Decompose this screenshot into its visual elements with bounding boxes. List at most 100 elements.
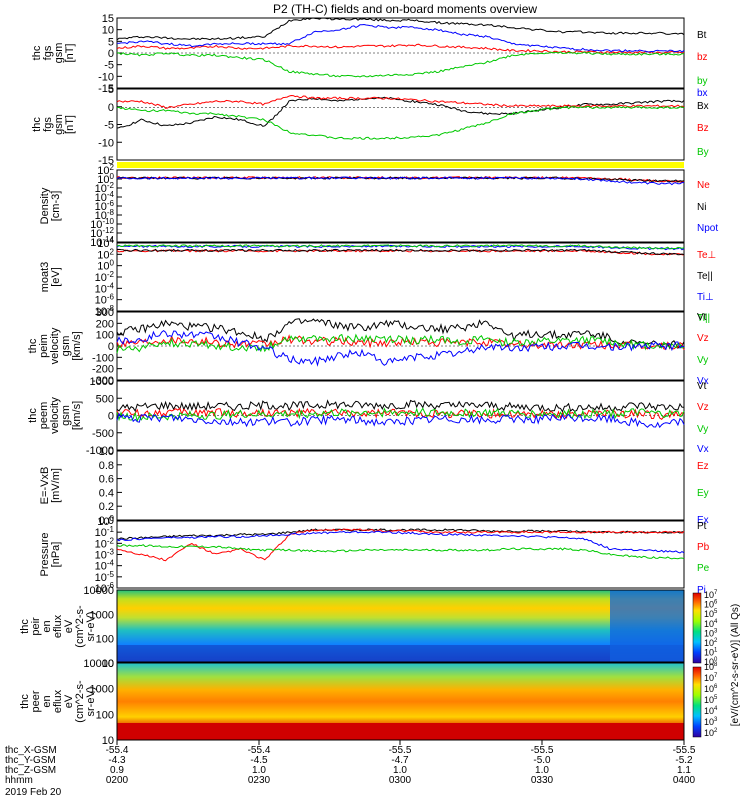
legend-pi: Pi <box>697 585 706 596</box>
x-tick-label: -5.2 <box>675 755 693 766</box>
y-tick-label: -10 <box>98 71 114 83</box>
y-tick-label: 10-4 <box>95 190 115 204</box>
panel-5: thc peim velocity gsm [km/s]3002001000-100-2… <box>27 307 709 387</box>
legend-ey: Ey <box>697 488 709 499</box>
y-axis-label: [km/s] <box>71 331 83 360</box>
legend-vx: Vx <box>697 376 709 387</box>
y-axis-label: gsm <box>60 336 72 357</box>
y-tick-label: 0 <box>108 411 114 423</box>
y-tick-label: 100 <box>96 709 114 721</box>
y-axis-label: thc <box>19 619 31 634</box>
x-row-label: thc_X-GSM <box>5 745 57 756</box>
y-axis-label: gsm <box>53 114 65 135</box>
legend-ni: Ni <box>697 202 706 213</box>
series-line <box>116 248 685 256</box>
series-line <box>116 329 685 367</box>
y-tick-label: 10 <box>102 658 114 670</box>
y-axis-label: Pressure <box>39 532 51 576</box>
series-line <box>116 544 685 560</box>
panel-10: thc peer en eflux eV (cm^2-s-sr-eV) 10000 1000 1… <box>19 658 122 747</box>
y-axis-label: en <box>41 695 53 707</box>
legend-ex: Ex <box>697 515 709 526</box>
y-tick-label: 10-2 <box>95 536 115 550</box>
y-axis-label: fgs <box>42 45 54 60</box>
y-axis-label: thc <box>27 338 39 353</box>
y-axis-label: peim <box>38 334 50 358</box>
legend-pe: Pe <box>697 563 710 574</box>
y-tick-label: -15 <box>98 83 114 95</box>
electron-spectrogram <box>116 662 685 741</box>
panel-8: Pressure [nPa] 10010-110-210-310-410-510-6… <box>39 514 710 596</box>
y-axis-label: [nT] <box>64 44 76 63</box>
colorbar-tick: 104 <box>704 619 718 629</box>
colorbar-tick: 107 <box>704 673 718 683</box>
y-axis-label: peem <box>38 402 50 430</box>
y-axis-label: [nT] <box>64 115 76 134</box>
colorbar-tick: 107 <box>704 590 718 600</box>
y-tick-label: 10-6 <box>95 199 115 213</box>
legend-te: Te|| <box>697 271 713 282</box>
legend-te: Te⊥ <box>697 250 716 261</box>
y-tick-label: 1000 <box>90 376 114 388</box>
legend-ti: Ti|| <box>697 313 710 324</box>
colorbar-tick: 105 <box>704 695 718 705</box>
y-axis-label: en <box>41 620 53 632</box>
series-line <box>116 23 685 53</box>
colorbar-label: [eV/(cm^2-s-sr-eV)] (All Qs) <box>730 604 741 726</box>
y-axis-label: [nPa] <box>50 542 62 568</box>
y-tick-label: 5 <box>108 36 114 48</box>
panel-7: E=-VxB [mV/m] 1.0 0.8 0.60.4 0.2 0.0 Ez Ey Ex <box>39 446 709 527</box>
y-tick-label: -1000 <box>86 445 114 457</box>
x-tick-label: 1.0 <box>252 765 266 776</box>
y-axis-label: thc <box>19 694 31 709</box>
status-bar <box>117 162 684 168</box>
legend-by: by <box>697 76 708 87</box>
series-line <box>117 51 684 78</box>
colorbar-tick: 104 <box>704 706 718 716</box>
legend-vt: Vt <box>697 381 707 392</box>
series-line <box>116 43 685 54</box>
y-axis-label: E=-VxB <box>39 467 51 505</box>
colorbar-tick: 106 <box>704 600 718 610</box>
y-axis-label: (cm^2-s- <box>74 680 86 723</box>
legend-npot: Npot <box>697 223 718 234</box>
series-line <box>116 244 685 250</box>
y-tick-label: 10-10 <box>90 217 114 231</box>
y-tick-label: 300 <box>96 307 114 319</box>
y-axis-label: [mV/m] <box>50 468 62 503</box>
y-axis-label: [cm-3] <box>50 191 62 222</box>
legend-vt: Vt <box>697 312 707 323</box>
y-tick-label: 100 <box>97 514 114 528</box>
y-axis-label: (cm^2-s- <box>74 605 86 648</box>
x-row-label: hhmm <box>5 775 33 786</box>
y-tick-label: 10-4 <box>95 559 115 573</box>
x-tick-label: 1.0 <box>535 765 549 776</box>
series-line <box>116 399 685 413</box>
legend-ne: Ne <box>697 180 710 191</box>
x-tick-label: 0300 <box>389 775 412 786</box>
x-tick-label: 0200 <box>106 775 129 786</box>
x-tick-label: 0400 <box>673 775 696 786</box>
x-tick-label: 0230 <box>248 775 271 786</box>
series-line <box>116 407 685 423</box>
y-tick-label: 100 <box>97 259 114 273</box>
series-line <box>116 333 685 354</box>
y-axis-label: moat3 <box>39 262 51 293</box>
y-axis-label: thc <box>31 45 43 60</box>
y-axis-label: [eV] <box>50 267 62 287</box>
y-tick-label: -300 <box>92 375 114 387</box>
y-tick-label: 1000 <box>90 609 114 621</box>
series-line <box>116 528 685 562</box>
y-axis-label: velocity <box>49 327 61 364</box>
y-axis-label: sr-eV) <box>85 612 97 642</box>
y-tick-label: 0.4 <box>99 487 114 499</box>
y-tick-label: 100 <box>96 330 114 342</box>
colorbar-tick: 102 <box>704 638 718 648</box>
panel-frame <box>116 520 685 589</box>
legend-bt: Bt <box>697 30 707 41</box>
y-axis-label: Density <box>39 187 51 224</box>
x-tick-label: -4.7 <box>391 755 409 766</box>
x-tick-label: -55.5 <box>531 745 554 756</box>
